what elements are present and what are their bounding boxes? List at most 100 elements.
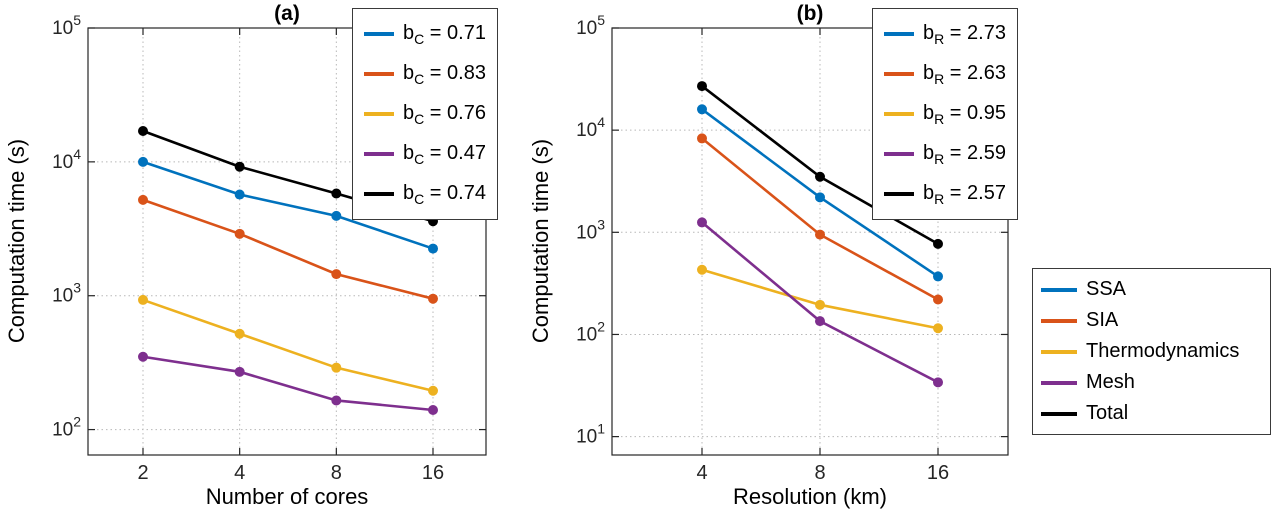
legend-label: bC = 0.74 bbox=[403, 181, 486, 207]
data-point-thermodynamics bbox=[933, 323, 943, 334]
data-point-mesh bbox=[138, 351, 148, 362]
legend-label: Total bbox=[1086, 402, 1129, 424]
legend-label: SSA bbox=[1086, 278, 1127, 300]
series-legend: SSA SIA Thermodynamics Mesh Total bbox=[1032, 268, 1271, 435]
legend-entry: bR = 2.59 bbox=[884, 134, 1006, 174]
panel-b-xlabel: Resolution (km) bbox=[732, 484, 888, 509]
legend-label: bC = 0.47 bbox=[403, 141, 486, 167]
legend-line-swatch bbox=[364, 32, 394, 36]
panel-a-ylabel: Computation time (s) bbox=[4, 138, 29, 344]
data-point-thermodynamics bbox=[697, 264, 707, 275]
legend-line-swatch bbox=[1041, 287, 1077, 292]
legend-entry: bR = 2.73 bbox=[884, 14, 1006, 54]
legend-entry: bC = 0.71 bbox=[364, 14, 486, 54]
series-line-mesh bbox=[142, 355, 434, 412]
legend-line-swatch bbox=[364, 112, 394, 116]
data-point-ssa bbox=[428, 243, 438, 254]
y-tick-label: 103 bbox=[52, 280, 81, 307]
data-point-mesh bbox=[697, 217, 707, 228]
data-point-sia bbox=[331, 269, 342, 280]
y-tick-label: 105 bbox=[52, 12, 81, 39]
legend-line-swatch bbox=[1041, 380, 1077, 385]
legend-entry: bC = 0.76 bbox=[364, 94, 486, 134]
data-point-sia bbox=[933, 294, 943, 305]
data-point-sia bbox=[428, 293, 438, 304]
data-point-thermodynamics bbox=[428, 385, 438, 396]
data-point-total bbox=[234, 161, 245, 172]
data-point-thermodynamics bbox=[815, 299, 825, 310]
legend-entry: bR = 2.57 bbox=[884, 174, 1006, 214]
legend-label: bC = 0.83 bbox=[403, 61, 486, 87]
legend-line-swatch bbox=[1041, 411, 1077, 416]
legend-line-swatch bbox=[884, 112, 914, 116]
data-point-sia bbox=[138, 194, 148, 205]
legend-label: bC = 0.71 bbox=[403, 21, 486, 47]
legend-entry: Mesh bbox=[1041, 367, 1262, 398]
y-tick-label: 101 bbox=[576, 421, 605, 448]
legend-line-swatch bbox=[364, 152, 394, 156]
data-point-mesh bbox=[933, 377, 943, 388]
legend-line-swatch bbox=[1041, 318, 1077, 323]
axis-box bbox=[611, 27, 1009, 456]
y-tick-label: 104 bbox=[576, 114, 605, 141]
y-tick-label: 102 bbox=[576, 318, 605, 345]
data-point-ssa bbox=[331, 210, 342, 221]
data-point-mesh bbox=[428, 405, 438, 416]
axis-box bbox=[87, 27, 487, 456]
legend-entry: bR = 0.95 bbox=[884, 94, 1006, 134]
data-point-mesh bbox=[331, 395, 342, 406]
data-point-mesh bbox=[234, 366, 245, 377]
data-point-ssa bbox=[933, 271, 943, 282]
data-point-thermodynamics bbox=[234, 328, 245, 339]
legend-label: bR = 2.63 bbox=[923, 61, 1006, 87]
panel-b-title: (b) bbox=[796, 2, 824, 25]
panel-a-xlabel: Number of cores bbox=[205, 484, 369, 509]
y-tick-label: 105 bbox=[576, 12, 605, 39]
legend-label: Thermodynamics bbox=[1086, 340, 1240, 362]
series-line-sia bbox=[142, 198, 434, 300]
legend-entry: bC = 0.74 bbox=[364, 174, 486, 214]
panel-a-title: (a) bbox=[274, 2, 300, 25]
data-point-total bbox=[138, 126, 148, 137]
legend-entry: Total bbox=[1041, 398, 1262, 429]
legend-entry: SIA bbox=[1041, 305, 1262, 336]
legend-label: bC = 0.76 bbox=[403, 101, 486, 127]
panel-b-slope-legend: bR = 2.73 bR = 2.63 bR = 0.95 bR = 2.59 bR =… bbox=[872, 8, 1018, 220]
data-point-thermodynamics bbox=[331, 362, 342, 373]
data-point-sia bbox=[234, 228, 245, 239]
legend-line-swatch bbox=[364, 192, 394, 196]
legend-line-swatch bbox=[884, 32, 914, 36]
y-tick-label: 103 bbox=[576, 216, 605, 243]
series-line-thermodynamics bbox=[142, 298, 434, 393]
data-point-sia bbox=[697, 133, 707, 144]
legend-label: bR = 2.57 bbox=[923, 181, 1006, 207]
legend-line-swatch bbox=[884, 192, 914, 196]
x-tick-label: 4 bbox=[234, 462, 245, 484]
legend-line-swatch bbox=[364, 72, 394, 76]
x-tick-label: 8 bbox=[331, 462, 342, 484]
data-point-total bbox=[933, 238, 943, 249]
legend-line-swatch bbox=[1041, 349, 1077, 354]
data-point-sia bbox=[815, 229, 825, 240]
y-tick-label: 102 bbox=[52, 414, 81, 441]
data-point-ssa bbox=[234, 189, 245, 200]
legend-entry: bC = 0.83 bbox=[364, 54, 486, 94]
x-tick-label: 4 bbox=[696, 462, 707, 484]
x-tick-label: 8 bbox=[814, 462, 825, 484]
data-point-total bbox=[331, 188, 342, 199]
legend-entry: bC = 0.47 bbox=[364, 134, 486, 174]
series-line-ssa bbox=[142, 160, 434, 250]
panel-a-slope-legend: bC = 0.71 bC = 0.83 bC = 0.76 bC = 0.47 bC =… bbox=[352, 8, 498, 220]
data-point-ssa bbox=[815, 192, 825, 203]
legend-line-swatch bbox=[884, 72, 914, 76]
legend-entry: bR = 2.63 bbox=[884, 54, 1006, 94]
data-point-total bbox=[815, 171, 825, 182]
panel-b-ylabel: Computation time (s) bbox=[528, 138, 553, 344]
legend-label: bR = 2.73 bbox=[923, 21, 1006, 47]
data-point-ssa bbox=[697, 104, 707, 115]
legend-line-swatch bbox=[884, 152, 914, 156]
legend-label: bR = 0.95 bbox=[923, 101, 1006, 127]
x-tick-label: 2 bbox=[137, 462, 148, 484]
